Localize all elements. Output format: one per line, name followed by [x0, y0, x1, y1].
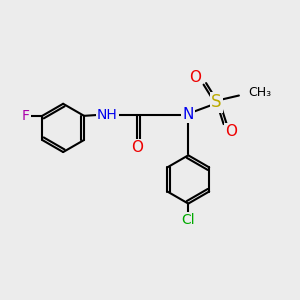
Text: N: N	[183, 107, 194, 122]
Text: O: O	[131, 140, 143, 155]
Text: Cl: Cl	[182, 213, 195, 227]
Text: S: S	[211, 93, 221, 111]
Text: O: O	[225, 124, 237, 139]
Text: NH: NH	[97, 108, 118, 122]
Text: F: F	[22, 109, 30, 123]
Text: O: O	[189, 70, 201, 85]
Text: CH₃: CH₃	[248, 86, 271, 99]
